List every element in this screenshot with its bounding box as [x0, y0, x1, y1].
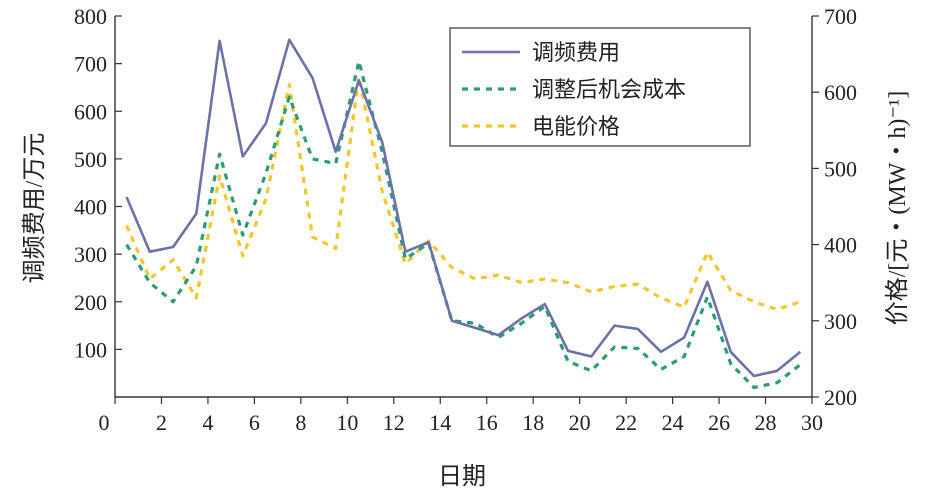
x-tick-label: 30 [801, 410, 823, 435]
right-tick-label: 300 [824, 309, 857, 334]
left-tick-label: 200 [74, 290, 107, 315]
x-tick-label: 10 [336, 410, 358, 435]
x-tick-label: 16 [476, 410, 498, 435]
legend-label-1: 调整后机会成本 [532, 77, 686, 102]
right-tick-label: 500 [824, 156, 857, 181]
x-tick-label: 18 [522, 410, 544, 435]
left-tick-label: 100 [74, 337, 107, 362]
legend: 调频费用 调整后机会成本 电能价格 [449, 27, 751, 147]
left-y-axis-title: 调频费用/万元 [21, 133, 48, 284]
series-line-1 [125, 59, 802, 390]
left-tick-label: 800 [74, 4, 107, 29]
series-line-2 [125, 75, 801, 311]
left-tick-label: 500 [74, 147, 107, 172]
right-y-axis: 200 300 400 500 600 700 [812, 4, 857, 410]
left-tick-label: 400 [74, 195, 107, 220]
x-tick-label: 2 [156, 410, 167, 435]
x-tick-label: 24 [662, 410, 684, 435]
legend-label-2: 电能价格 [532, 114, 620, 139]
right-y-axis-title: 价格/[元・(MW・h)⁻¹] [884, 91, 911, 326]
x-tick-label: 4 [202, 410, 213, 435]
x-tick-label: 26 [708, 410, 730, 435]
right-tick-label: 200 [824, 385, 857, 410]
left-tick-label: 300 [74, 242, 107, 267]
x-tick-label: 12 [383, 410, 405, 435]
x-tick-label: 6 [249, 410, 260, 435]
left-tick-label: 600 [74, 99, 107, 124]
series-layer [125, 38, 802, 390]
right-tick-label: 700 [824, 4, 857, 29]
legend-label-0: 调频费用 [532, 40, 620, 65]
right-tick-label: 600 [824, 80, 857, 105]
right-tick-label: 400 [824, 233, 857, 258]
left-tick-label: 700 [74, 52, 107, 77]
x-tick-label: 0 [99, 410, 110, 435]
x-tick-label: 14 [429, 410, 451, 435]
x-tick-label: 20 [569, 410, 591, 435]
series-line-0 [125, 38, 802, 378]
x-axis: 0 2 4 6 8 10 12 14 16 18 20 22 24 26 28 30 [99, 397, 823, 435]
x-axis-title: 日期 [438, 464, 486, 490]
x-tick-label: 22 [615, 410, 637, 435]
x-tick-label: 28 [755, 410, 777, 435]
x-tick-label: 8 [295, 410, 306, 435]
left-y-axis: 100 200 300 400 500 600 700 800 [74, 4, 122, 362]
